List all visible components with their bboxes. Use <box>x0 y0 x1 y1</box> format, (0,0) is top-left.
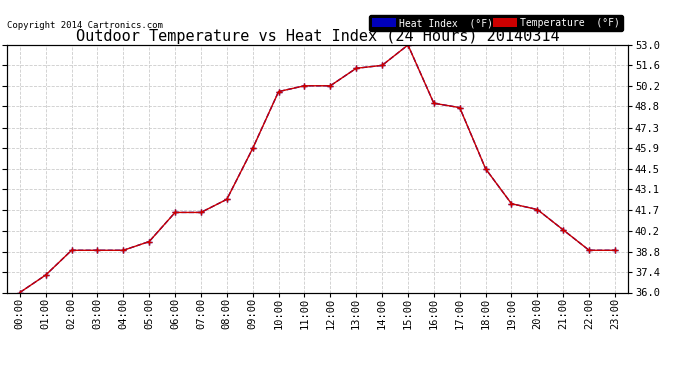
Text: Copyright 2014 Cartronics.com: Copyright 2014 Cartronics.com <box>7 21 163 30</box>
Legend: Heat Index  (°F), Temperature  (°F): Heat Index (°F), Temperature (°F) <box>369 15 623 31</box>
Title: Outdoor Temperature vs Heat Index (24 Hours) 20140314: Outdoor Temperature vs Heat Index (24 Ho… <box>76 29 559 44</box>
